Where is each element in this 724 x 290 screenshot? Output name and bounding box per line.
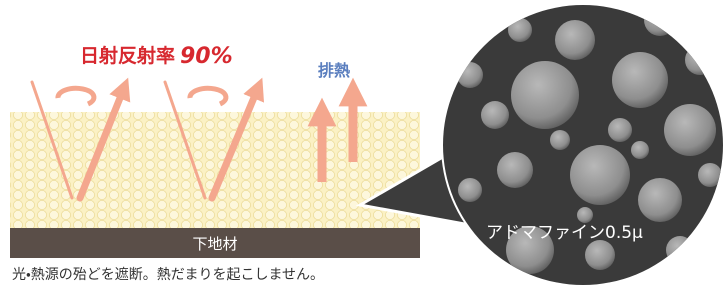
- reflectance-label: 日射反射率: [80, 44, 175, 67]
- rotation-arrows: [58, 88, 226, 104]
- coating-layer: [10, 112, 420, 228]
- base-layer-label: 下地材: [192, 235, 237, 253]
- caption: 光・熱源の殆どを遮断。熱だまりを起こしません。: [12, 267, 324, 283]
- diagram: 下地材 日射反射率 90% 排熱 アドマファイン0.5μ 光・熱源の殆どを遮断。…: [0, 0, 724, 290]
- exhaust-label: 排熱: [318, 61, 350, 80]
- micrograph-label: アドマファイン0.5μ: [486, 223, 643, 243]
- reflectance-value: 90%: [180, 44, 233, 69]
